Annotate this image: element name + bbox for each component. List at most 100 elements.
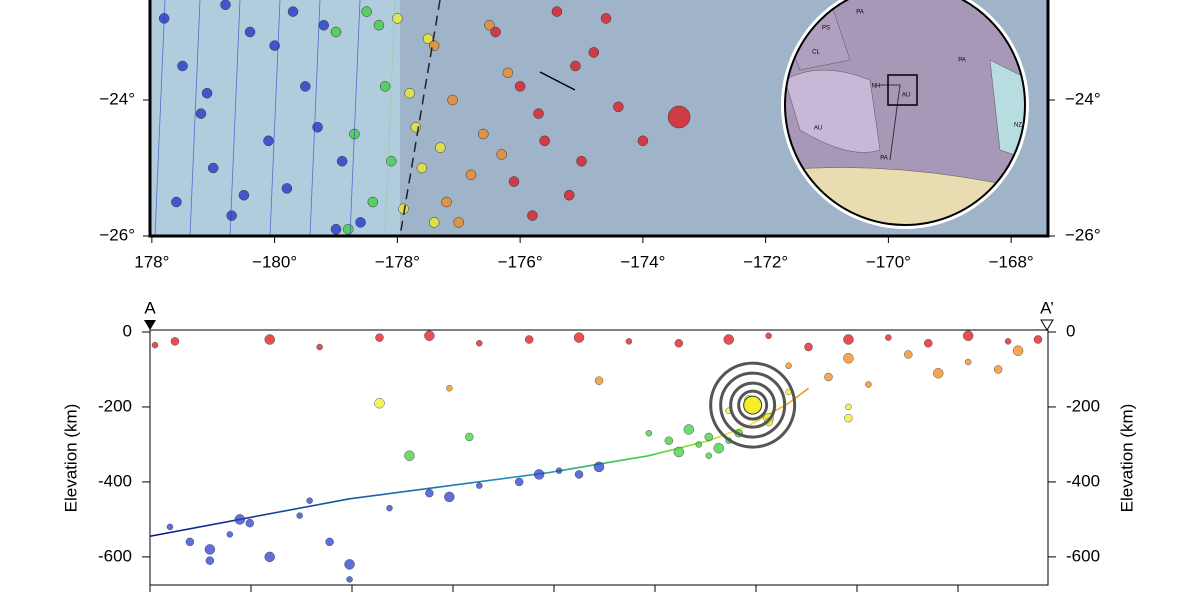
inset-label: AU bbox=[814, 126, 822, 132]
earthquake bbox=[904, 350, 913, 359]
earthquake bbox=[344, 559, 355, 570]
earthquake bbox=[404, 87, 415, 99]
earthquake bbox=[843, 334, 854, 345]
earthquake bbox=[447, 94, 458, 106]
y-tick-label: -200 bbox=[98, 396, 132, 415]
earthquake bbox=[379, 81, 391, 92]
earthquake bbox=[151, 341, 159, 349]
earthquake bbox=[490, 26, 501, 38]
earthquake bbox=[238, 189, 250, 201]
y-tick-label-right: -400 bbox=[1066, 471, 1100, 490]
earthquake bbox=[533, 469, 545, 480]
earthquake bbox=[465, 432, 474, 442]
end-marker bbox=[1040, 319, 1054, 331]
inset-labels: PA PS CL AU NH PA NZ AU PA bbox=[812, 10, 1022, 162]
earthquake bbox=[613, 101, 624, 113]
earthquake bbox=[244, 26, 256, 38]
earthquake bbox=[667, 105, 691, 129]
inset-label: NH bbox=[872, 84, 881, 90]
earthquake bbox=[166, 523, 174, 531]
earthquake bbox=[170, 337, 180, 346]
earthquake bbox=[195, 108, 207, 119]
earthquake bbox=[695, 441, 702, 448]
earthquake bbox=[674, 339, 684, 348]
y-tick-label-right: -600 bbox=[1066, 546, 1100, 565]
earthquake bbox=[843, 353, 854, 364]
earthquake bbox=[428, 40, 440, 51]
start-marker bbox=[144, 320, 156, 330]
cross-section: A A’ Elevation (km) Elevation (km) 0 0 -20… bbox=[61, 298, 1136, 592]
earthquake bbox=[435, 142, 446, 153]
earthquake bbox=[374, 398, 385, 409]
y-tick-label: -400 bbox=[98, 471, 132, 490]
earthquake bbox=[555, 467, 563, 474]
earthquake bbox=[330, 223, 342, 235]
x-tick-label: −170° bbox=[866, 252, 911, 271]
earthquake bbox=[844, 414, 853, 423]
earthquake bbox=[220, 0, 231, 11]
profile-start-label: A bbox=[144, 298, 156, 317]
x-tick-label: −180° bbox=[252, 252, 297, 271]
earthquake bbox=[296, 512, 303, 519]
earthquake bbox=[705, 452, 712, 459]
inset-box bbox=[887, 74, 918, 106]
map-frame bbox=[148, 0, 1050, 238]
earthquake bbox=[375, 333, 384, 342]
earthquake bbox=[478, 128, 489, 140]
earthquake bbox=[453, 217, 464, 228]
earthquake bbox=[446, 385, 453, 392]
earthquake bbox=[300, 81, 311, 92]
earthquake bbox=[234, 514, 246, 525]
earthquake bbox=[524, 335, 534, 344]
x-tick-label: −172° bbox=[743, 252, 788, 271]
earthquake bbox=[355, 217, 366, 228]
slab-contours bbox=[154, 0, 396, 236]
earthquake bbox=[185, 537, 195, 547]
earthquake bbox=[785, 362, 792, 369]
earthquake bbox=[330, 26, 342, 38]
earthquake bbox=[527, 210, 538, 221]
profile-end-label: A’ bbox=[1040, 298, 1054, 317]
earthquake bbox=[343, 223, 354, 235]
inset-label: PA bbox=[856, 10, 864, 16]
event-ring bbox=[737, 389, 769, 421]
earthquake bbox=[508, 176, 520, 187]
earthquake bbox=[245, 518, 254, 528]
earthquake bbox=[306, 497, 313, 504]
globe-outline bbox=[784, 0, 1026, 226]
earthquake bbox=[563, 189, 575, 201]
earthquake bbox=[683, 424, 694, 435]
earthquake bbox=[645, 430, 653, 437]
earthquake bbox=[325, 537, 334, 547]
earthquake bbox=[845, 403, 852, 411]
earthquake bbox=[201, 87, 213, 99]
earthquake bbox=[346, 576, 353, 583]
earthquake bbox=[476, 482, 483, 489]
earthquake bbox=[962, 330, 974, 341]
earthquake bbox=[993, 365, 1003, 374]
earthquake bbox=[496, 149, 507, 160]
earthquake bbox=[425, 488, 434, 498]
earthquake bbox=[367, 196, 379, 208]
earthquake bbox=[476, 340, 483, 347]
earthquake bbox=[226, 531, 234, 538]
y-tick-label-right: 0 bbox=[1066, 321, 1075, 340]
earthquake bbox=[625, 338, 633, 345]
earthquake bbox=[171, 196, 182, 208]
earthquake bbox=[924, 339, 933, 348]
trench-line bbox=[399, 0, 441, 236]
earthquake bbox=[316, 343, 323, 351]
earthquake bbox=[226, 210, 237, 221]
earthquake bbox=[600, 13, 612, 24]
inset-label: AU bbox=[902, 93, 910, 99]
y-tick-label-right: −24° bbox=[1065, 89, 1101, 108]
earthquake bbox=[1012, 345, 1024, 356]
section-frame bbox=[149, 329, 1049, 586]
y-tick-label: -600 bbox=[98, 546, 132, 565]
earthquake bbox=[539, 135, 550, 147]
earthquake bbox=[514, 477, 524, 487]
earthquake bbox=[514, 81, 526, 92]
earthquake bbox=[765, 332, 772, 339]
earthquake bbox=[533, 108, 544, 119]
